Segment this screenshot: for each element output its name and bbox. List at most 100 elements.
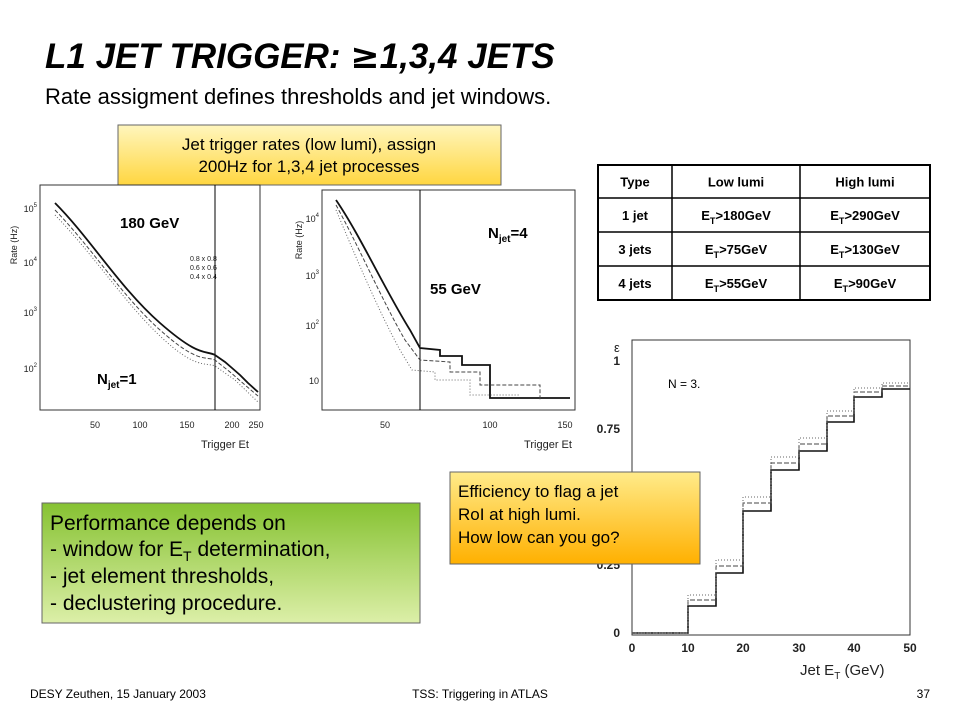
y-tick-label: 102 [24, 363, 38, 374]
x-tick-label: 0 [629, 641, 636, 655]
njet-label: Njet=4 [488, 225, 528, 245]
njet-sub: jet [107, 380, 120, 391]
table-cell-part: >90GeV [848, 276, 896, 291]
rate-curve [54, 209, 259, 397]
table-cell: 3 jets [618, 242, 651, 257]
table-cell: ET>180GeV [701, 208, 771, 226]
y-tick-label: 105 [24, 203, 38, 214]
subtitle: Rate assigment defines thresholds and je… [45, 84, 551, 109]
plot-2: Rate (Hz) Trigger Et 50 100 15010410310210… [294, 189, 576, 451]
y-tick-label: 103 [306, 270, 320, 281]
njet-text: =1 [120, 371, 137, 388]
tick-base: 10 [24, 204, 34, 214]
footer-left: DESY Zeuthen, 15 January 2003 [30, 687, 206, 701]
rate-curve [335, 209, 520, 396]
table-cell-part: >180GeV [715, 208, 771, 223]
table-header: High lumi [835, 175, 894, 190]
y-tick-label: 104 [24, 257, 38, 268]
x-label: Trigger Et [201, 439, 249, 451]
box-text-part: - window for E [50, 538, 183, 561]
tick-base: 10 [306, 271, 316, 281]
table-cell-part: E [705, 242, 714, 257]
x-label: Jet ET (GeV) [800, 662, 884, 682]
rate-curve [335, 199, 570, 399]
tick-exp: 5 [34, 203, 38, 209]
legend-entry: 0.8 x 0.8 [190, 256, 217, 263]
y-tick-label: 104 [306, 213, 320, 224]
table-cell-part: >290GeV [844, 208, 900, 223]
x-tick-label: 50 [903, 641, 917, 655]
frame [39, 184, 261, 411]
title-symbol: ≥ [350, 37, 379, 77]
table-cell-part: >75GeV [719, 242, 767, 257]
box-text: 200Hz for 1,3,4 jet processes [198, 157, 419, 176]
x-tick-label: 40 [847, 641, 861, 655]
y-tick-label: 1 [613, 354, 620, 368]
efficiency-curve [632, 388, 910, 634]
table-cell-sub: T [839, 250, 845, 260]
x-label-text: Jet E [800, 662, 834, 679]
y-tick-label: 0.75 [597, 422, 621, 436]
table-cell-sub: T [843, 284, 849, 294]
njet-sub: jet [498, 234, 511, 245]
y-tick-label: 10 [309, 376, 319, 386]
box-text: Efficiency to flag a jet [458, 482, 619, 501]
table-header: Low lumi [708, 175, 764, 190]
frame [321, 189, 576, 411]
tick-base: 10 [24, 258, 34, 268]
legend-entry: 0.4 x 0.4 [190, 274, 217, 281]
box-text-part: determination, [192, 538, 331, 561]
performance-box [41, 502, 421, 624]
x-tick-label: 150 [179, 420, 194, 430]
box-text: - jet element thresholds, [50, 565, 274, 588]
tick-base: 10 [306, 321, 316, 331]
tick-exp: 4 [34, 257, 38, 263]
tick-exp: 3 [316, 270, 320, 276]
x-label-text: (GeV) [840, 662, 884, 679]
box-text: - declustering procedure. [50, 592, 282, 615]
njet-label: Njet=1 [97, 371, 137, 391]
box-text: Performance depends on [50, 512, 286, 535]
x-tick-label: 30 [792, 641, 806, 655]
rate-curve [54, 202, 259, 393]
footer-right: 37 [917, 687, 931, 701]
title: L1 JET TRIGGER: ≥1,3,4 JETS [45, 37, 555, 77]
table-cell: ET>75GeV [705, 242, 768, 260]
efficiency-box [449, 471, 701, 565]
table-cell-part: E [830, 242, 839, 257]
box-text: RoI at high lumi. [458, 505, 581, 524]
x-tick-label: 50 [380, 420, 390, 430]
box-text-sub: T [183, 548, 192, 564]
table-cell: 4 jets [618, 276, 651, 291]
table-cell-part: >55GeV [719, 276, 767, 291]
table-cell: ET>130GeV [830, 242, 900, 260]
x-tick-label: 100 [132, 420, 147, 430]
njet-text: N [488, 225, 499, 242]
efficiency-curve [632, 385, 910, 634]
table-cell-part: E [830, 208, 839, 223]
x-tick-label: 20 [736, 641, 750, 655]
y-tick-label: 102 [306, 320, 320, 331]
table-cell-part: E [834, 276, 843, 291]
tick-base: 10 [24, 364, 34, 374]
table-cell-sub: T [714, 284, 720, 294]
threshold-label: 180 GeV [120, 215, 179, 232]
tick-base: 10 [309, 376, 319, 386]
tick-exp: 3 [34, 307, 38, 313]
y-tick-label: 0 [613, 626, 620, 640]
x-tick-label: 150 [557, 420, 572, 430]
y-label: Rate (Hz) [294, 221, 304, 260]
legend-entry: 0.6 x 0.6 [190, 265, 217, 272]
efficiency-curve [632, 382, 910, 634]
x-tick-label: 100 [482, 420, 497, 430]
tick-exp: 2 [34, 363, 38, 369]
table-cell-sub: T [710, 216, 716, 226]
box-text: How low can you go? [458, 528, 620, 547]
table-cell-sub: T [714, 250, 720, 260]
x-tick-label: 200 [224, 420, 239, 430]
x-tick-label: 250 [248, 420, 263, 430]
njet-text: N [97, 371, 108, 388]
y-tick-label: 103 [24, 307, 38, 318]
